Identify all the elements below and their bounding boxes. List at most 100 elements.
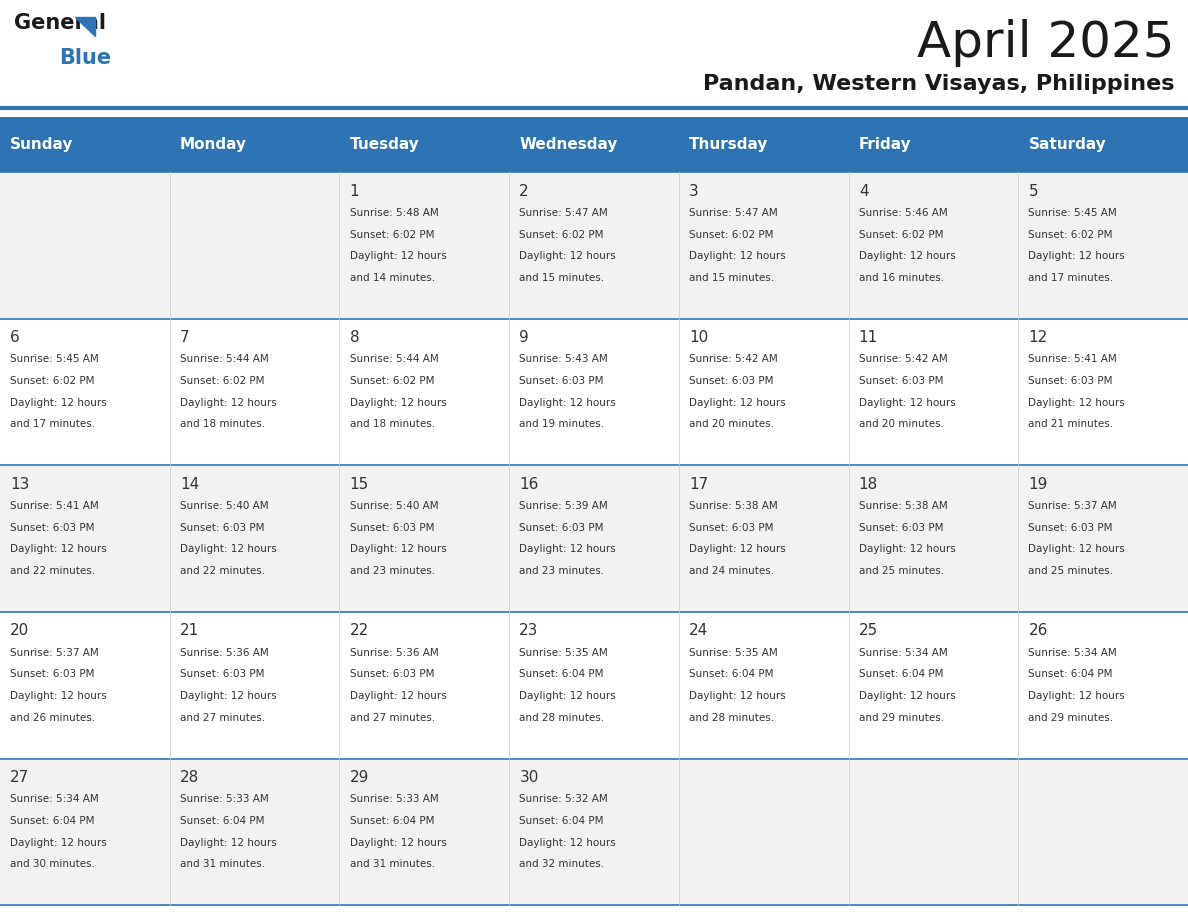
Text: and 28 minutes.: and 28 minutes.	[689, 712, 775, 722]
Text: and 29 minutes.: and 29 minutes.	[1029, 712, 1113, 722]
Text: Daylight: 12 hours: Daylight: 12 hours	[859, 252, 955, 262]
Text: Sunrise: 5:35 AM: Sunrise: 5:35 AM	[689, 648, 778, 657]
Text: Daylight: 12 hours: Daylight: 12 hours	[179, 544, 277, 554]
Text: Friday: Friday	[859, 137, 911, 152]
Text: and 15 minutes.: and 15 minutes.	[689, 273, 775, 283]
Text: 28: 28	[179, 770, 200, 785]
Text: General: General	[13, 13, 106, 33]
Text: Sunrise: 5:40 AM: Sunrise: 5:40 AM	[349, 501, 438, 511]
Text: Sunset: 6:03 PM: Sunset: 6:03 PM	[1029, 522, 1113, 532]
Text: Sunset: 6:03 PM: Sunset: 6:03 PM	[859, 376, 943, 386]
Polygon shape	[75, 17, 95, 36]
Text: and 17 minutes.: and 17 minutes.	[1029, 273, 1113, 283]
Text: Daylight: 12 hours: Daylight: 12 hours	[1029, 691, 1125, 701]
Text: 23: 23	[519, 623, 538, 639]
Text: 8: 8	[349, 330, 359, 345]
Text: Sunset: 6:03 PM: Sunset: 6:03 PM	[689, 376, 773, 386]
Text: Sunrise: 5:35 AM: Sunrise: 5:35 AM	[519, 648, 608, 657]
Text: and 27 minutes.: and 27 minutes.	[179, 712, 265, 722]
Text: Sunset: 6:04 PM: Sunset: 6:04 PM	[859, 669, 943, 679]
Text: Sunset: 6:02 PM: Sunset: 6:02 PM	[859, 230, 943, 240]
Text: Daylight: 12 hours: Daylight: 12 hours	[1029, 397, 1125, 408]
Text: April 2025: April 2025	[917, 19, 1175, 67]
Text: 22: 22	[349, 623, 368, 639]
Text: Sunrise: 5:45 AM: Sunrise: 5:45 AM	[1029, 207, 1117, 218]
Text: Sunrise: 5:44 AM: Sunrise: 5:44 AM	[179, 354, 268, 364]
Text: and 26 minutes.: and 26 minutes.	[11, 712, 95, 722]
Text: Sunset: 6:04 PM: Sunset: 6:04 PM	[1029, 669, 1113, 679]
Text: Pandan, Western Visayas, Philippines: Pandan, Western Visayas, Philippines	[703, 74, 1175, 94]
Text: Sunset: 6:03 PM: Sunset: 6:03 PM	[519, 376, 604, 386]
Text: Sunrise: 5:43 AM: Sunrise: 5:43 AM	[519, 354, 608, 364]
Text: Daylight: 12 hours: Daylight: 12 hours	[689, 544, 785, 554]
Text: Monday: Monday	[179, 137, 247, 152]
Text: Sunrise: 5:34 AM: Sunrise: 5:34 AM	[11, 794, 99, 804]
Text: 5: 5	[1029, 184, 1038, 198]
Text: and 23 minutes.: and 23 minutes.	[349, 566, 435, 577]
Text: Thursday: Thursday	[689, 137, 769, 152]
Text: and 28 minutes.: and 28 minutes.	[519, 712, 605, 722]
Text: Sunset: 6:03 PM: Sunset: 6:03 PM	[519, 522, 604, 532]
Text: 16: 16	[519, 476, 538, 492]
Text: and 17 minutes.: and 17 minutes.	[11, 420, 95, 430]
Text: and 32 minutes.: and 32 minutes.	[519, 859, 605, 869]
Text: Sunrise: 5:37 AM: Sunrise: 5:37 AM	[11, 648, 99, 657]
Text: Sunset: 6:02 PM: Sunset: 6:02 PM	[1029, 230, 1113, 240]
Text: Sunset: 6:03 PM: Sunset: 6:03 PM	[859, 522, 943, 532]
Text: and 31 minutes.: and 31 minutes.	[179, 859, 265, 869]
Text: Sunset: 6:03 PM: Sunset: 6:03 PM	[1029, 376, 1113, 386]
Text: Sunrise: 5:42 AM: Sunrise: 5:42 AM	[859, 354, 948, 364]
Text: Sunset: 6:04 PM: Sunset: 6:04 PM	[519, 669, 604, 679]
Text: 26: 26	[1029, 623, 1048, 639]
Text: Sunrise: 5:33 AM: Sunrise: 5:33 AM	[179, 794, 268, 804]
Text: Daylight: 12 hours: Daylight: 12 hours	[349, 691, 447, 701]
Text: Daylight: 12 hours: Daylight: 12 hours	[11, 544, 107, 554]
Text: and 25 minutes.: and 25 minutes.	[1029, 566, 1113, 577]
Text: 19: 19	[1029, 476, 1048, 492]
Text: Daylight: 12 hours: Daylight: 12 hours	[519, 252, 617, 262]
Text: Sunset: 6:03 PM: Sunset: 6:03 PM	[689, 522, 773, 532]
Text: Sunrise: 5:47 AM: Sunrise: 5:47 AM	[689, 207, 778, 218]
Text: Daylight: 12 hours: Daylight: 12 hours	[11, 397, 107, 408]
Text: Sunrise: 5:47 AM: Sunrise: 5:47 AM	[519, 207, 608, 218]
Text: Sunset: 6:02 PM: Sunset: 6:02 PM	[11, 376, 95, 386]
Text: 11: 11	[859, 330, 878, 345]
FancyBboxPatch shape	[0, 173, 1188, 319]
Text: 18: 18	[859, 476, 878, 492]
Text: Daylight: 12 hours: Daylight: 12 hours	[179, 397, 277, 408]
Text: Sunday: Sunday	[11, 137, 74, 152]
Text: Sunrise: 5:36 AM: Sunrise: 5:36 AM	[349, 648, 438, 657]
Text: Sunset: 6:04 PM: Sunset: 6:04 PM	[349, 816, 434, 826]
Text: Sunrise: 5:38 AM: Sunrise: 5:38 AM	[859, 501, 948, 511]
Text: and 16 minutes.: and 16 minutes.	[859, 273, 944, 283]
Text: Daylight: 12 hours: Daylight: 12 hours	[349, 397, 447, 408]
Text: Sunrise: 5:41 AM: Sunrise: 5:41 AM	[1029, 354, 1117, 364]
Text: 12: 12	[1029, 330, 1048, 345]
Text: 20: 20	[11, 623, 30, 639]
Text: Sunset: 6:04 PM: Sunset: 6:04 PM	[519, 816, 604, 826]
Text: Daylight: 12 hours: Daylight: 12 hours	[519, 837, 617, 847]
Text: 17: 17	[689, 476, 708, 492]
FancyBboxPatch shape	[0, 465, 1188, 612]
Text: Daylight: 12 hours: Daylight: 12 hours	[349, 252, 447, 262]
Text: and 20 minutes.: and 20 minutes.	[689, 420, 775, 430]
Text: Daylight: 12 hours: Daylight: 12 hours	[349, 544, 447, 554]
FancyBboxPatch shape	[0, 319, 1188, 465]
FancyBboxPatch shape	[0, 612, 1188, 758]
Text: Daylight: 12 hours: Daylight: 12 hours	[11, 837, 107, 847]
Text: and 29 minutes.: and 29 minutes.	[859, 712, 944, 722]
Text: Daylight: 12 hours: Daylight: 12 hours	[179, 837, 277, 847]
Text: 7: 7	[179, 330, 190, 345]
Text: Sunrise: 5:39 AM: Sunrise: 5:39 AM	[519, 501, 608, 511]
Text: 6: 6	[11, 330, 20, 345]
Text: Sunrise: 5:41 AM: Sunrise: 5:41 AM	[11, 501, 99, 511]
Text: Sunset: 6:03 PM: Sunset: 6:03 PM	[179, 522, 265, 532]
Text: Sunset: 6:02 PM: Sunset: 6:02 PM	[689, 230, 773, 240]
Text: Sunset: 6:02 PM: Sunset: 6:02 PM	[349, 230, 434, 240]
Text: Sunrise: 5:48 AM: Sunrise: 5:48 AM	[349, 207, 438, 218]
Text: 14: 14	[179, 476, 200, 492]
Text: Tuesday: Tuesday	[349, 137, 419, 152]
Text: 13: 13	[11, 476, 30, 492]
Text: and 15 minutes.: and 15 minutes.	[519, 273, 605, 283]
Text: Sunrise: 5:40 AM: Sunrise: 5:40 AM	[179, 501, 268, 511]
